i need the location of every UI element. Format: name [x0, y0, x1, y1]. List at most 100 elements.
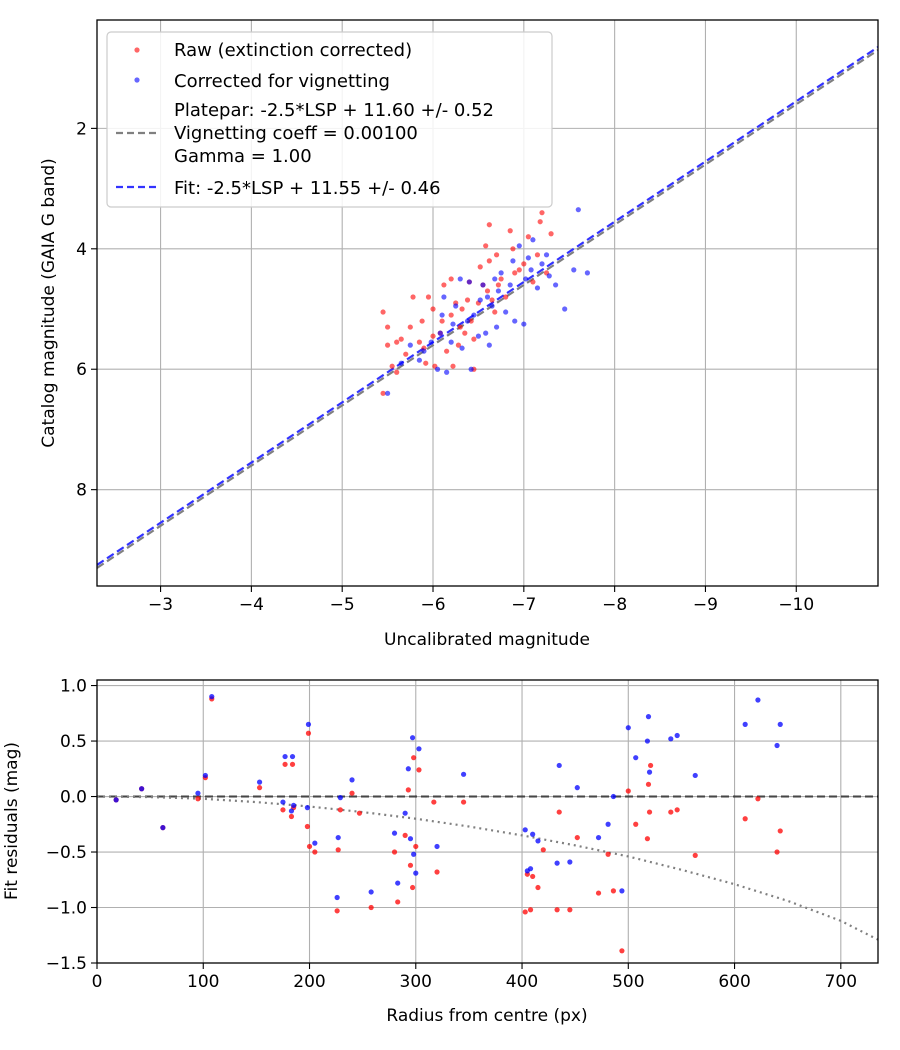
data-point [441, 294, 447, 300]
data-point [430, 306, 436, 312]
x-tick-label: −10 [778, 595, 814, 615]
data-point [516, 267, 522, 273]
data-point [567, 859, 573, 865]
data-point [288, 808, 295, 814]
data-point [398, 360, 404, 366]
x-tick-label: 0 [92, 972, 103, 992]
bottom-reference-lines [97, 795, 878, 941]
data-point [407, 836, 414, 842]
bottom-x-axis-label: Radius from centre (px) [386, 1006, 587, 1026]
data-point [777, 828, 783, 834]
data-point [413, 843, 419, 850]
series-line [97, 46, 878, 566]
data-point [466, 279, 472, 285]
data-point [306, 843, 313, 850]
data-point [530, 831, 536, 837]
data-point [610, 888, 617, 894]
data-point [486, 342, 492, 348]
data-point [562, 306, 568, 312]
data-point [407, 324, 413, 330]
data-point [256, 785, 263, 791]
data-point [567, 907, 573, 913]
data-point [455, 342, 462, 348]
data-point [312, 840, 318, 846]
data-point [409, 884, 416, 891]
data-point [464, 297, 471, 303]
data-point [460, 771, 467, 777]
data-point [539, 261, 545, 267]
x-tick-label: −9 [693, 595, 718, 615]
data-point [493, 252, 500, 258]
y-tick-label: 0.0 [60, 788, 87, 808]
data-point [493, 324, 500, 330]
data-point [668, 809, 674, 815]
data-point [553, 282, 559, 288]
data-point [571, 267, 577, 273]
data-point [195, 790, 201, 796]
data-point [471, 336, 477, 342]
data-point [535, 838, 541, 844]
data-point [619, 888, 625, 894]
top-plot-frame [96, 19, 879, 587]
data-point [540, 847, 546, 853]
data-point [305, 730, 312, 736]
data-point [471, 312, 477, 318]
y-tick-label: −1.0 [46, 899, 87, 919]
data-point [439, 312, 445, 318]
data-point [113, 797, 119, 803]
data-point [584, 270, 590, 276]
legend-label-platepar-line: Gamma = 1.00 [174, 146, 312, 167]
data-point [437, 330, 443, 336]
data-point [288, 813, 295, 820]
data-point [434, 366, 441, 372]
data-point [304, 823, 310, 830]
data-point [633, 755, 639, 761]
data-point [755, 697, 761, 703]
data-point [498, 276, 504, 282]
legend-label-platepar: Platepar: -2.5*LSP + 11.60 +/- 0.52 Vigne… [174, 100, 494, 167]
data-point [510, 258, 516, 264]
x-tick-label: −6 [420, 595, 445, 615]
data-point [503, 294, 509, 300]
data-point [139, 786, 145, 792]
y-tick-label: 6 [76, 360, 87, 380]
data-point [403, 351, 409, 357]
data-point [423, 360, 429, 366]
data-point [755, 796, 761, 802]
data-point [510, 246, 516, 252]
data-point [405, 766, 411, 772]
data-point [385, 342, 391, 348]
data-point [486, 222, 492, 228]
data-point [407, 862, 414, 868]
data-point [477, 297, 483, 303]
legend-label-raw: Raw (extinction corrected) [174, 40, 412, 61]
data-point [556, 809, 562, 815]
data-point [742, 816, 748, 822]
data-point [457, 276, 463, 282]
data-point [534, 285, 541, 291]
y-tick-label: 1.0 [60, 677, 87, 697]
data-point [477, 264, 483, 270]
data-point [646, 809, 653, 815]
x-tick-label: −3 [148, 595, 173, 615]
data-point [413, 870, 419, 876]
data-point [539, 210, 545, 216]
data-point [448, 339, 454, 345]
x-tick-label: 500 [612, 972, 644, 992]
data-point [416, 339, 422, 345]
data-point [543, 252, 550, 258]
data-point [398, 336, 404, 342]
legend: Raw (extinction corrected) Corrected for… [106, 31, 553, 208]
data-point [546, 273, 552, 279]
y-tick-label: −1.5 [46, 954, 87, 974]
legend-box [106, 31, 553, 208]
x-tick-label: 600 [718, 972, 750, 992]
data-point [484, 288, 491, 294]
data-point [453, 303, 459, 309]
residuals-plot: 0 100 200 300 400 500 600 700 1.0 0.5 0.0 −0.5 −1.0 −… [2, 677, 879, 1026]
data-point [431, 799, 437, 805]
x-tick-label: 700 [825, 972, 857, 992]
data-point [692, 772, 698, 779]
legend-label-corrected: Corrected for vignetting [174, 71, 390, 92]
